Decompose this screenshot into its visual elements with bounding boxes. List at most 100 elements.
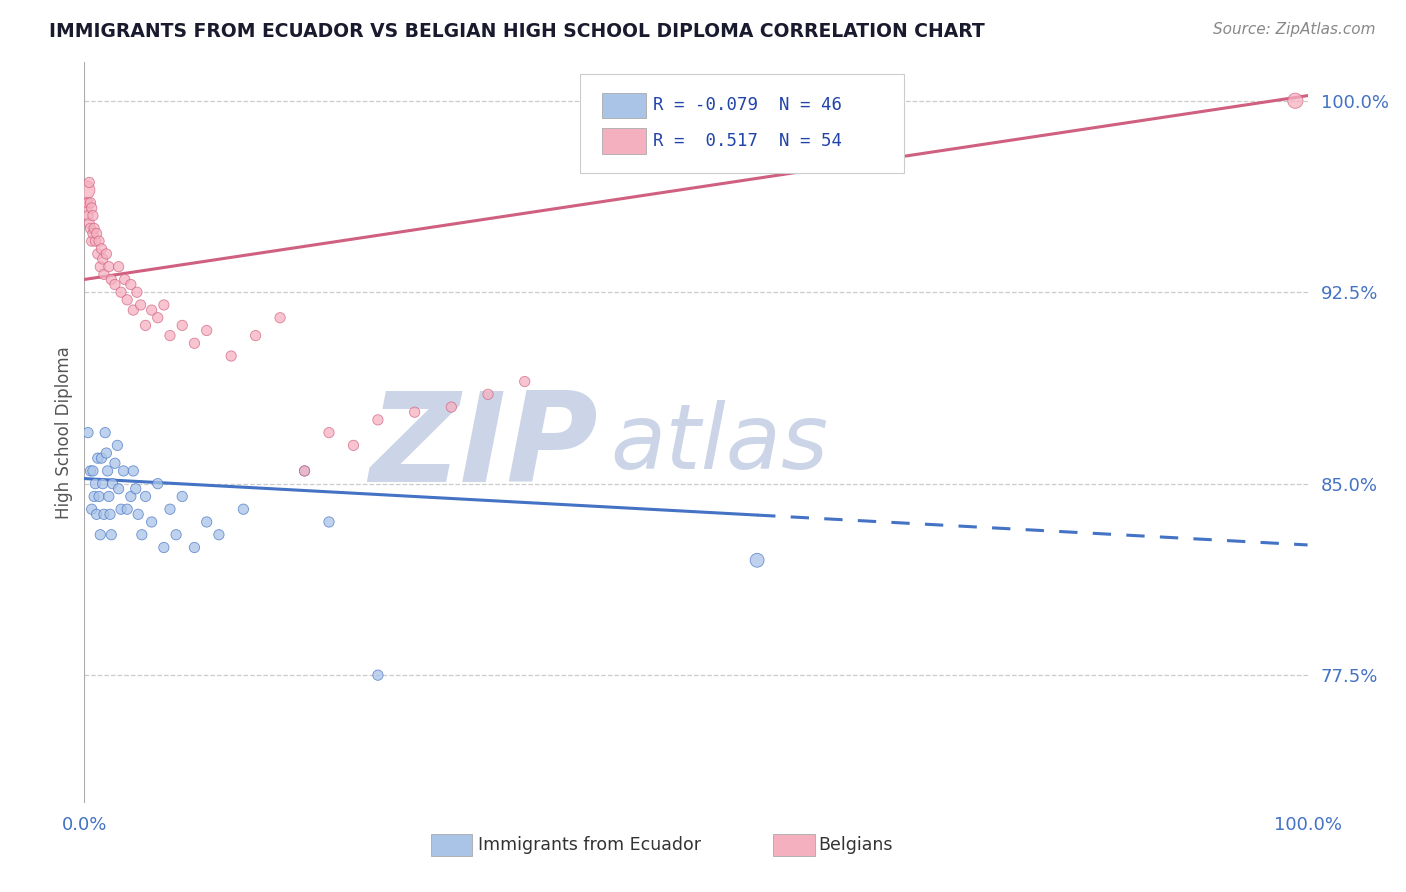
Point [90,242,112,256]
Point [125,482,148,496]
Point [245,328,267,343]
Point [79,221,101,235]
FancyBboxPatch shape [579,73,904,173]
Point [89,260,111,274]
Point [122,464,145,478]
Point [83,490,105,504]
Point [747,553,769,567]
Point [96,247,118,261]
Point [195,515,218,529]
Point [86,227,108,241]
Point [84,476,107,491]
Point [153,298,176,312]
Point [232,502,254,516]
Point [110,502,132,516]
Point [98,508,121,522]
Point [104,277,127,292]
Point [269,310,291,325]
Point [77,425,100,440]
Y-axis label: High School Diploma: High School Diploma [55,346,73,519]
Point [107,260,129,274]
Point [135,490,157,504]
Point [97,464,120,478]
Point [115,502,138,516]
Point [115,293,138,307]
FancyBboxPatch shape [602,128,645,153]
Point [75,183,97,197]
Text: R =  0.517  N = 54: R = 0.517 N = 54 [654,132,842,150]
Point [79,464,101,478]
Point [342,438,364,452]
Text: ZIP: ZIP [370,387,598,508]
Text: Source: ZipAtlas.com: Source: ZipAtlas.com [1212,22,1375,37]
Point [141,303,163,318]
Point [125,285,148,300]
Point [120,490,142,504]
Point [79,195,101,210]
Point [96,446,118,460]
Point [87,451,110,466]
Point [122,303,145,318]
Point [101,476,124,491]
Point [440,400,463,414]
Point [318,425,340,440]
FancyBboxPatch shape [773,834,814,856]
Point [404,405,426,419]
Point [77,209,100,223]
Point [76,201,98,215]
Point [100,527,122,541]
Point [159,502,181,516]
Point [97,260,120,274]
Point [87,490,110,504]
Text: Immigrants from Ecuador: Immigrants from Ecuador [478,836,702,854]
Point [318,515,340,529]
Point [367,413,389,427]
Point [84,234,107,248]
Point [141,515,163,529]
Point [91,252,114,266]
Point [77,216,100,230]
Point [129,298,152,312]
Point [172,318,194,333]
Point [183,541,205,555]
Point [1284,94,1306,108]
Point [93,268,115,282]
Point [146,476,169,491]
Point [91,476,114,491]
Point [127,508,149,522]
Point [89,527,111,541]
Point [86,508,108,522]
Point [120,277,142,292]
Point [114,272,136,286]
Point [77,176,100,190]
Point [100,272,122,286]
Point [80,201,103,215]
Text: R = -0.079  N = 46: R = -0.079 N = 46 [654,96,842,114]
Point [135,318,157,333]
Text: atlas: atlas [610,400,828,488]
Point [97,490,120,504]
Point [110,285,132,300]
FancyBboxPatch shape [430,834,472,856]
Point [104,456,127,470]
Point [172,490,194,504]
Point [82,209,104,223]
Point [477,387,499,401]
Point [87,247,110,261]
Text: IMMIGRANTS FROM ECUADOR VS BELGIAN HIGH SCHOOL DIPLOMA CORRELATION CHART: IMMIGRANTS FROM ECUADOR VS BELGIAN HIGH … [49,22,986,41]
Point [367,668,389,682]
Point [131,527,153,541]
Point [159,328,181,343]
Point [294,464,316,478]
Point [294,464,316,478]
Point [80,234,103,248]
Point [107,482,129,496]
Point [105,438,128,452]
Point [513,375,536,389]
Point [146,310,169,325]
Point [87,234,110,248]
Point [219,349,242,363]
FancyBboxPatch shape [602,93,645,118]
Point [153,541,176,555]
Point [112,464,135,478]
